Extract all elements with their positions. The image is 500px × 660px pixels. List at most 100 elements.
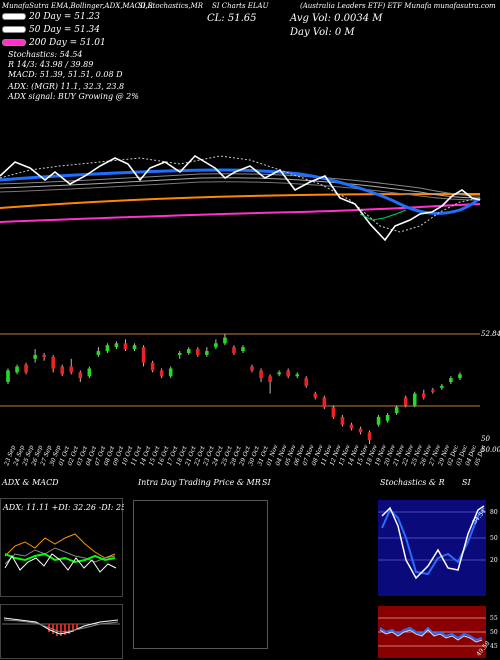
header-strip-3: SI Charts ELAU bbox=[212, 2, 269, 10]
stoch-label-c: 20 bbox=[490, 557, 498, 564]
ema-grey-line-3 bbox=[0, 181, 481, 201]
candle-body bbox=[349, 424, 354, 429]
candle-body bbox=[60, 366, 65, 375]
adx-panel-frame bbox=[0, 498, 123, 597]
rsi-label-c: 45 bbox=[490, 643, 498, 650]
rsi-blue-line bbox=[379, 626, 483, 642]
adx-green-line bbox=[4, 552, 116, 564]
stochastics-text: Stochastics: 54.54 bbox=[8, 50, 83, 59]
candle-body bbox=[78, 372, 83, 379]
intraday-panel-frame bbox=[133, 500, 268, 649]
stochastics-panel: 80 50 20 54.54 bbox=[378, 500, 498, 596]
legend-200day: 200 Day = 51.01 bbox=[2, 38, 106, 48]
stoch-label-a: 80 bbox=[490, 509, 498, 516]
candle-body bbox=[250, 366, 254, 371]
candle-body bbox=[159, 370, 164, 377]
ema-grey-line-1 bbox=[0, 173, 481, 197]
macd-panel bbox=[0, 604, 123, 659]
price-axis-bottom-label-b: 50.00 bbox=[481, 446, 500, 454]
macd-hist-bar bbox=[64, 624, 66, 635]
candle-body bbox=[214, 343, 218, 348]
candle-body bbox=[403, 397, 408, 406]
stoch-si-label: SI bbox=[462, 478, 471, 487]
day-volume-label: Day Vol: 0 M bbox=[290, 27, 355, 38]
candle-body bbox=[367, 432, 372, 441]
candle-body bbox=[331, 407, 336, 417]
intraday-panel bbox=[133, 500, 268, 649]
candle-body bbox=[33, 354, 37, 359]
rsi-label-b: 50 bbox=[490, 629, 498, 636]
legend-20day-label: 20 Day = 51.23 bbox=[29, 12, 101, 22]
legend-50day: 50 Day = 51.34 bbox=[2, 25, 100, 35]
candle-body bbox=[96, 351, 101, 355]
candle-body bbox=[132, 345, 137, 350]
candle-body bbox=[141, 347, 146, 363]
candle-body bbox=[232, 347, 236, 353]
intraday-panel-title: Intra Day Trading Price & MR bbox=[138, 478, 261, 487]
legend-20day-swatch bbox=[2, 13, 26, 20]
candle-body bbox=[87, 368, 92, 377]
candle-body bbox=[150, 362, 155, 371]
candle-body bbox=[168, 368, 173, 377]
stoch-panel-title: Stochastics & R bbox=[380, 478, 445, 487]
rsi-white-line bbox=[379, 629, 483, 643]
adx-orange-line bbox=[4, 533, 116, 559]
adx-signal-text: ADX signal: BUY Growing @ 2% bbox=[8, 92, 139, 101]
candle-body bbox=[295, 374, 300, 377]
adx-panel: ADX: 11.11 +DI: 32.26 -DI: 25.31 bbox=[0, 498, 124, 597]
macd-hist-bar bbox=[68, 624, 70, 634]
macd-hist-bar bbox=[60, 624, 62, 636]
candle-body bbox=[394, 407, 399, 414]
candle-body bbox=[259, 370, 263, 379]
macd-hist-bar bbox=[56, 624, 58, 636]
candle-body bbox=[177, 352, 182, 355]
candle-body bbox=[6, 370, 10, 383]
macd-white-line bbox=[3, 617, 119, 635]
legend-200day-label: 200 Day = 51.01 bbox=[29, 38, 106, 48]
header-strip-1: MunafaSutra EMA,Bollinger,ADX,MACD,R bbox=[2, 2, 153, 10]
candlestick-chart: 52.84 50 50.00 bbox=[0, 330, 500, 454]
rsi-panel: 55 50 45 49.58 bbox=[378, 606, 498, 658]
ema-orange-line bbox=[0, 193, 481, 209]
candle-body bbox=[268, 376, 272, 383]
moving-average-chart bbox=[0, 154, 481, 242]
legend-50day-label: 50 Day = 51.34 bbox=[29, 25, 101, 35]
ema-50-line bbox=[0, 168, 481, 215]
candle-body bbox=[241, 347, 245, 352]
candle-body bbox=[431, 389, 435, 392]
r-text: R 14/3: 43.98 / 39.89 bbox=[8, 60, 94, 69]
price-axis-bottom-label-a: 50 bbox=[481, 435, 490, 443]
candle-body bbox=[449, 378, 453, 383]
adx-values-text: ADX: 11.11 +DI: 32.26 -DI: 25.31 bbox=[2, 503, 124, 512]
macd-grey-line bbox=[3, 619, 119, 633]
legend-50day-swatch bbox=[2, 26, 26, 33]
price-axis-top-label: 52.84 bbox=[481, 330, 500, 338]
adx-text: ADX: (MGR) 11.1, 32.3, 23.8 bbox=[8, 82, 125, 91]
adx-panel-title: ADX & MACD bbox=[2, 478, 59, 487]
candle-body bbox=[277, 372, 281, 375]
candle-body bbox=[105, 345, 110, 352]
header-strip-2: SI,Stochastics,MR bbox=[138, 2, 204, 10]
ema-200-line bbox=[0, 203, 481, 223]
candle-body bbox=[286, 370, 290, 377]
candle-body bbox=[376, 416, 381, 425]
candle-body bbox=[304, 378, 309, 386]
candle-body bbox=[51, 356, 55, 369]
ema-grey-line-2 bbox=[0, 177, 481, 199]
green-trace-line bbox=[359, 209, 407, 221]
avg-volume-label: Avg Vol: 0.0034 M bbox=[290, 13, 383, 24]
candle-body bbox=[24, 364, 28, 373]
candle-body bbox=[313, 393, 318, 398]
candle-body bbox=[42, 354, 46, 357]
macd-hist-bar bbox=[72, 624, 74, 632]
candle-body bbox=[69, 366, 74, 373]
candle-body bbox=[114, 343, 119, 348]
candle-body bbox=[421, 393, 426, 398]
intraday-si-label: SI bbox=[262, 478, 271, 487]
candle-body bbox=[196, 349, 200, 355]
adx-white-line bbox=[4, 553, 117, 573]
candle-body bbox=[223, 337, 227, 344]
candle-body bbox=[322, 397, 327, 408]
adx-grey-line bbox=[4, 547, 116, 565]
